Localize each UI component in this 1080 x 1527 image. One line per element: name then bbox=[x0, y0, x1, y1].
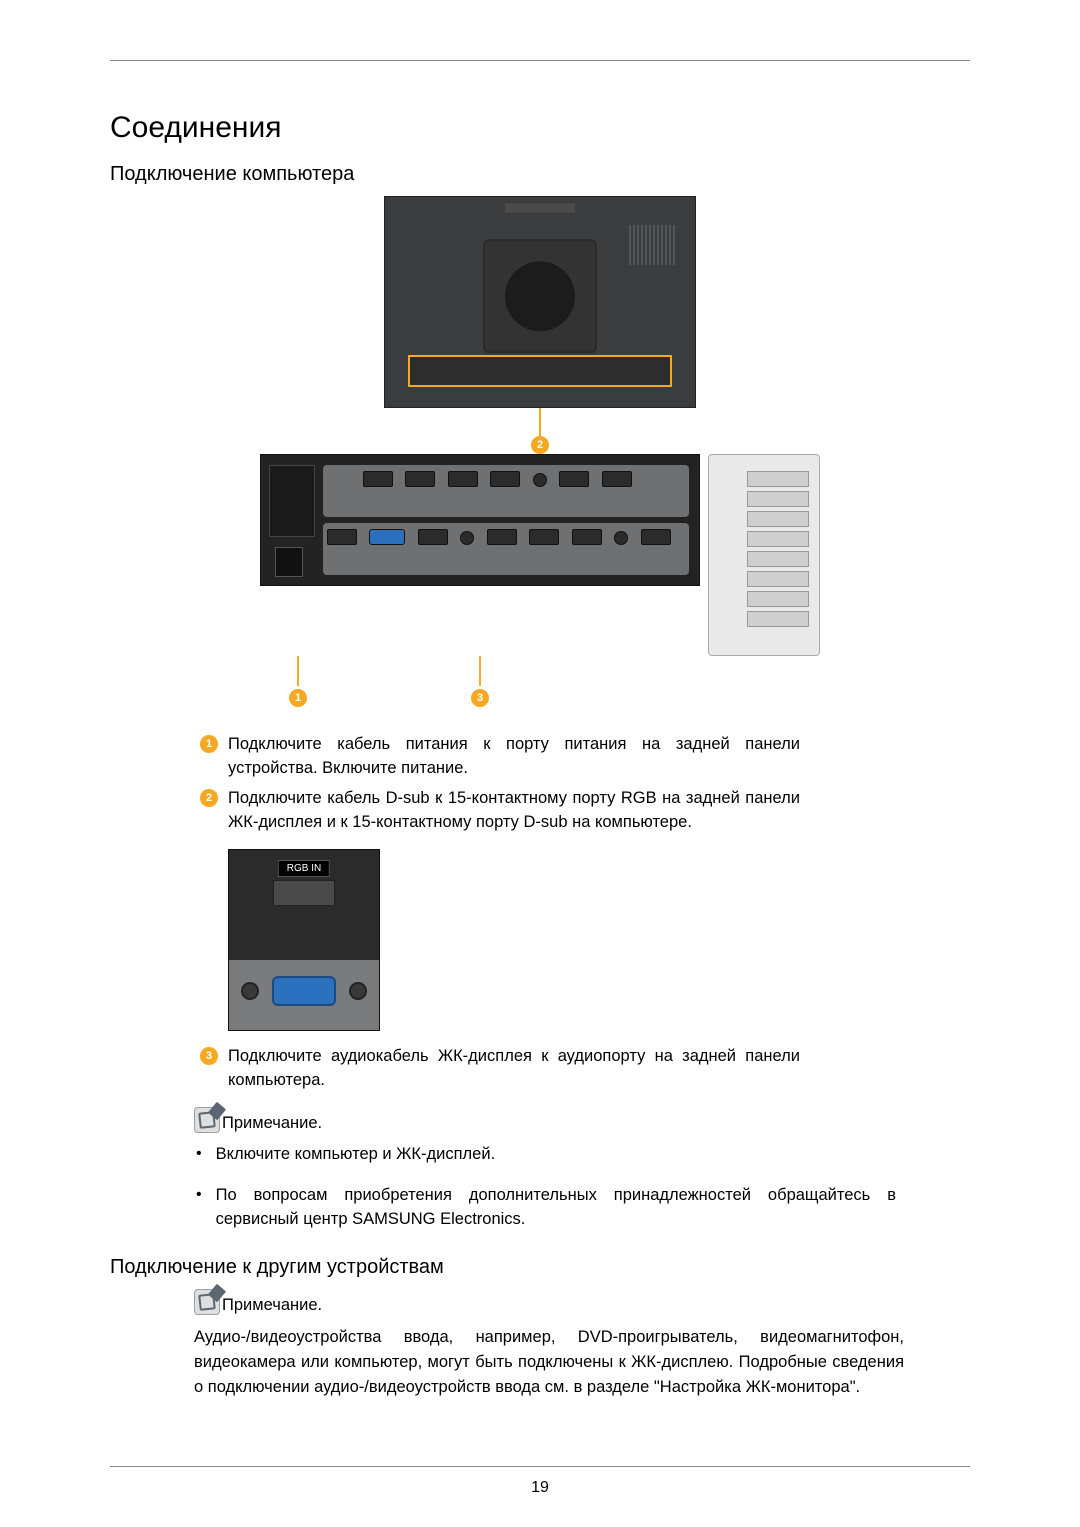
pc-tower bbox=[708, 454, 820, 656]
bullet-text: По вопросам приобретения дополнительных … bbox=[216, 1184, 896, 1232]
manual-page: Соединения Подключение компьютера 2 bbox=[0, 0, 1080, 1527]
callout-badge-3: 3 bbox=[471, 689, 489, 707]
screw-icon bbox=[349, 982, 367, 1000]
callout-badge-2: 2 bbox=[531, 436, 549, 454]
monitor-rear-view bbox=[384, 196, 696, 408]
note-label: Примечание. bbox=[222, 1296, 322, 1315]
bullet-text: Включите компьютер и ЖК-дисплей. bbox=[216, 1143, 496, 1167]
connection-diagram: 2 bbox=[260, 196, 820, 709]
rgb-in-label: RGB IN bbox=[278, 860, 330, 877]
page-number: 19 bbox=[0, 1479, 1080, 1497]
bullet-dot: • bbox=[196, 1184, 202, 1232]
note-bullets: • Включите компьютер и ЖК-дисплей. • По … bbox=[196, 1143, 896, 1233]
section-other-devices: Подключение к другим устройствам Примеча… bbox=[110, 1256, 970, 1399]
vga-port-closeup bbox=[272, 976, 336, 1006]
screw-icon bbox=[241, 982, 259, 1000]
vesa-mount bbox=[483, 239, 597, 353]
bullet-item: • Включите компьютер и ЖК-дисплей. bbox=[196, 1143, 896, 1167]
bullet-item: • По вопросам приобретения дополнительны… bbox=[196, 1184, 896, 1232]
step-text: Подключите кабель D-sub к 15-контактному… bbox=[228, 787, 800, 835]
step-2: 2 Подключите кабель D-sub к 15-контактно… bbox=[200, 787, 800, 835]
io-panel bbox=[260, 454, 700, 586]
callout-badge-1: 1 bbox=[289, 689, 307, 707]
io-panel-row bbox=[260, 454, 820, 656]
note-icon bbox=[194, 1289, 220, 1315]
section-heading-pc: Подключение компьютера bbox=[110, 163, 970, 186]
step-badge: 3 bbox=[200, 1047, 218, 1065]
power-socket bbox=[275, 547, 303, 577]
note-paragraph: Аудио-/видеоустройства ввода, например, … bbox=[194, 1325, 904, 1399]
io-strip-top bbox=[323, 465, 689, 517]
bottom-rule bbox=[110, 1466, 970, 1467]
section-heading-other: Подключение к другим устройствам bbox=[110, 1256, 970, 1279]
steps-list-2: 3 Подключите аудиокабель ЖК-дисплея к ау… bbox=[200, 1045, 800, 1093]
step-badge: 2 bbox=[200, 789, 218, 807]
page-title: Соединения bbox=[110, 111, 970, 145]
rgb-in-closeup: RGB IN bbox=[228, 849, 380, 1031]
bullet-dot: • bbox=[196, 1143, 202, 1167]
note-row-1: Примечание. bbox=[194, 1107, 970, 1133]
note-icon bbox=[194, 1107, 220, 1133]
note-row-2: Примечание. bbox=[194, 1289, 970, 1315]
step-text: Подключите кабель питания к порту питани… bbox=[228, 733, 800, 781]
rgb-slot bbox=[273, 880, 335, 906]
vent-grille bbox=[629, 225, 677, 265]
power-block bbox=[269, 465, 315, 537]
io-strip-bottom bbox=[323, 523, 689, 575]
steps-list: 1 Подключите кабель питания к порту пита… bbox=[200, 733, 800, 835]
step-text: Подключите аудиокабель ЖК-дисплея к ауди… bbox=[228, 1045, 800, 1093]
step-1: 1 Подключите кабель питания к порту пита… bbox=[200, 733, 800, 781]
step-badge: 1 bbox=[200, 735, 218, 753]
note-label: Примечание. bbox=[222, 1114, 322, 1133]
vga-port-icon bbox=[369, 529, 405, 545]
top-rule bbox=[110, 60, 970, 61]
port-strip-highlight bbox=[408, 355, 672, 387]
callouts-bottom-wrap: 1 3 bbox=[260, 689, 820, 709]
step-3: 3 Подключите аудиокабель ЖК-дисплея к ау… bbox=[200, 1045, 800, 1093]
